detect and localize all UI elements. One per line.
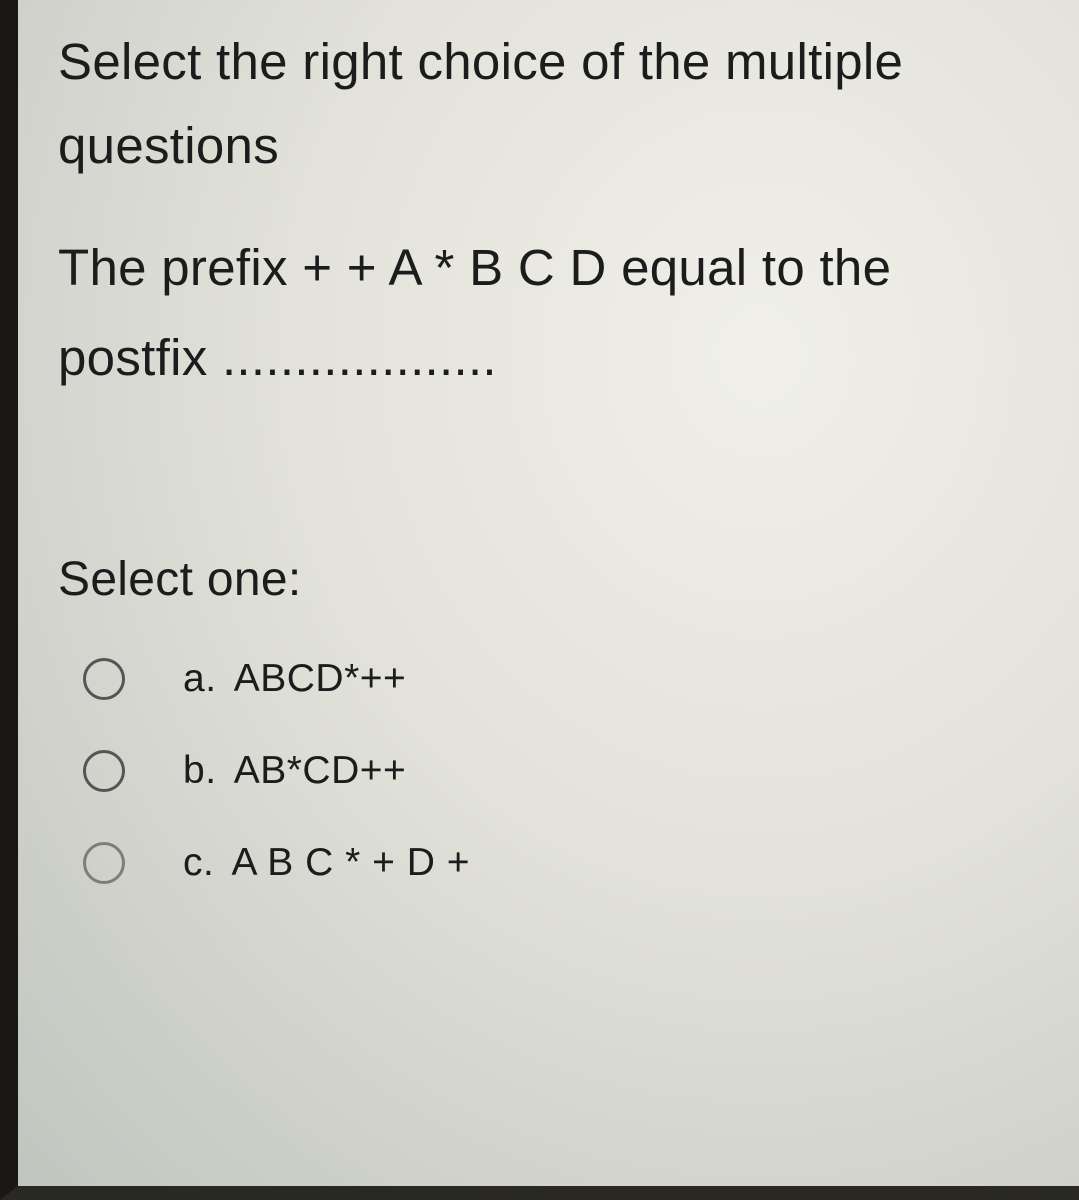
- option-text: AB*CD++: [234, 749, 407, 792]
- option-prefix: c.: [183, 841, 214, 884]
- radio-icon: [83, 750, 125, 792]
- question-content: Select the right choice of the multiple …: [18, 0, 1079, 885]
- radio-icon: [83, 842, 125, 884]
- option-label: b. AB*CD++: [183, 749, 406, 793]
- option-text: ABCD*++: [234, 657, 407, 700]
- option-text: A B C * + D +: [232, 841, 470, 884]
- options-list: a. ABCD*++ b. AB*CD++ c. A B C * + D +: [58, 657, 1049, 885]
- question-instruction: Select the right choice of the multiple …: [58, 20, 1049, 188]
- radio-icon: [83, 658, 125, 700]
- option-a[interactable]: a. ABCD*++: [83, 657, 1049, 701]
- option-prefix: b.: [183, 749, 217, 792]
- option-b[interactable]: b. AB*CD++: [83, 749, 1049, 793]
- select-one-label: Select one:: [58, 552, 1049, 607]
- option-prefix: a.: [183, 657, 217, 700]
- option-c[interactable]: c. A B C * + D +: [83, 841, 1049, 885]
- question-stem: The prefix + + A * B C D equal to the po…: [58, 223, 1049, 402]
- question-card: Select the right choice of the multiple …: [0, 0, 1079, 1200]
- option-label: c. A B C * + D +: [183, 841, 470, 885]
- option-label: a. ABCD*++: [183, 657, 406, 701]
